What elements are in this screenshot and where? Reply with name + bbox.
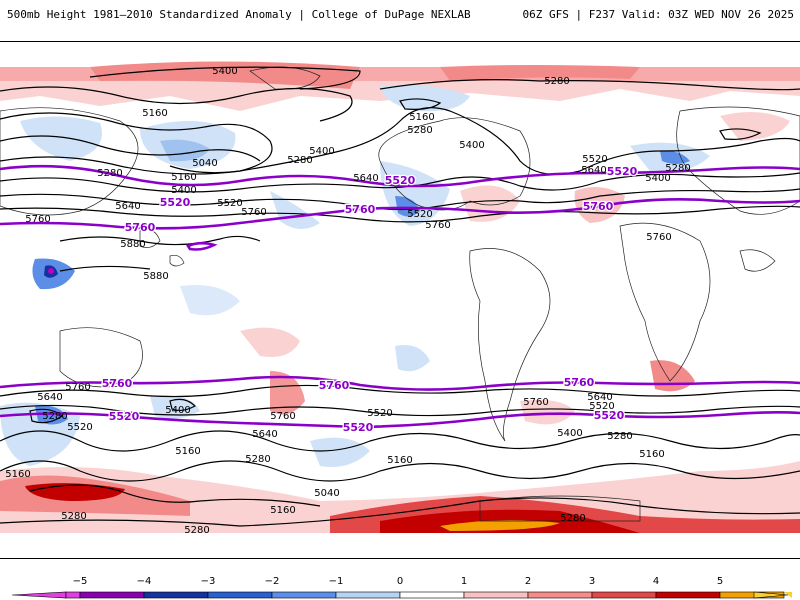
colorbar-swatches xyxy=(11,591,792,599)
contour-label: 5160 xyxy=(409,112,434,123)
colorbar-tick-label: 4 xyxy=(653,576,659,587)
contour-label: 5160 xyxy=(171,172,196,183)
map-title: 500mb Height 1981–2010 Standardized Anom… xyxy=(7,8,471,21)
colorbar-swatch xyxy=(591,591,657,599)
header: 500mb Height 1981–2010 Standardized Anom… xyxy=(0,0,800,40)
contour-label: 5520 xyxy=(589,401,614,412)
contour-label: 5280 xyxy=(607,431,632,442)
contour-label: 5160 xyxy=(142,108,167,119)
contour-label: 5400 xyxy=(459,140,484,151)
contour-label: 5280 xyxy=(665,163,690,174)
contour-label: 5520 xyxy=(367,408,392,419)
contour-label: 5040 xyxy=(192,158,217,169)
contour-label: 5280 xyxy=(287,155,312,166)
colorbar-left-arrow xyxy=(11,591,67,599)
highlight-contour-label: 5520 xyxy=(160,196,191,209)
contour-label: 5280 xyxy=(407,125,432,136)
contour-label: 5400 xyxy=(212,66,237,77)
height-contours xyxy=(0,66,800,527)
colorbar-ticks: −5 −4 −3 −2 −1 0 1 2 3 4 5 xyxy=(73,576,724,587)
contour-label: 5160 xyxy=(175,446,200,457)
colorbar: −5 −4 −3 −2 −1 0 1 2 3 4 5 xyxy=(11,576,792,599)
contour-label: 5880 xyxy=(143,271,168,282)
colorbar-tick-label: 1 xyxy=(461,576,467,587)
colorbar-tick-label: −1 xyxy=(329,576,344,587)
contour-label: 5520 xyxy=(582,154,607,165)
contour-label: 5160 xyxy=(270,505,295,516)
contour-label: 5160 xyxy=(639,449,664,460)
colorbar-swatch xyxy=(143,591,209,599)
contour-label: 5760 xyxy=(270,411,295,422)
highlight-contour-label: 5520 xyxy=(607,165,638,178)
colorbar-tick-label: −5 xyxy=(73,576,88,587)
contour-label: 5400 xyxy=(165,405,190,416)
contour-label: 5160 xyxy=(387,455,412,466)
colorbar-swatch xyxy=(335,591,401,599)
highlight-contour-label: 5520 xyxy=(343,421,374,434)
contour-label: 5760 xyxy=(425,220,450,231)
contour-label: 5400 xyxy=(557,428,582,439)
highlight-contour-label: 5760 xyxy=(125,221,156,234)
highlight-contour-label: 5760 xyxy=(319,379,350,392)
contour-label: 5760 xyxy=(65,382,90,393)
highlight-contour-label: 5760 xyxy=(102,377,133,390)
colorbar-swatch xyxy=(271,591,337,599)
colorbar-tick-label: 3 xyxy=(589,576,595,587)
colorbar-swatch xyxy=(207,591,273,599)
colorbar-tick-label: −3 xyxy=(201,576,216,587)
highlight-contour-label: 5520 xyxy=(385,174,416,187)
contour-label: 5280 xyxy=(560,513,585,524)
colorbar-tick-label: −4 xyxy=(137,576,152,587)
contour-label: 5400 xyxy=(645,173,670,184)
contour-label: 5520 xyxy=(67,422,92,433)
contour-label: 5760 xyxy=(25,214,50,225)
contour-label: 5640 xyxy=(37,392,62,403)
colorbar-swatch xyxy=(527,591,593,599)
contour-label: 5040 xyxy=(314,488,339,499)
coastlines xyxy=(0,66,800,522)
contour-label: 5400 xyxy=(171,185,196,196)
contour-label: 5400 xyxy=(309,146,334,157)
contour-label: 5640 xyxy=(587,392,612,403)
contour-label: 5760 xyxy=(646,232,671,243)
colorbar-tick-label: 0 xyxy=(397,576,403,587)
colorbar-swatch xyxy=(399,591,465,599)
contour-label: 5280 xyxy=(42,411,67,422)
contour-label: 5640 xyxy=(581,165,606,176)
colorbar-swatch xyxy=(655,591,721,599)
highlight-contour-label: 5760 xyxy=(345,203,376,216)
contour-label: 5280 xyxy=(544,76,569,87)
contour-label: 5640 xyxy=(252,429,277,440)
contour-label: 5640 xyxy=(353,173,378,184)
contour-label: 5280 xyxy=(97,168,122,179)
highlight-contour-label: 5760 xyxy=(564,376,595,389)
highlight-contour-label: 5760 xyxy=(583,200,614,213)
colorbar-tick-label: 2 xyxy=(525,576,531,587)
colorbar-swatch xyxy=(463,591,529,599)
contour-label: 5760 xyxy=(241,207,266,218)
contour-label: 5640 xyxy=(115,201,140,212)
highlight-contours xyxy=(0,164,800,429)
colorbar-tick-label: −2 xyxy=(265,576,280,587)
colorbar-right-arrow xyxy=(753,591,789,599)
contour-label: 5280 xyxy=(184,525,209,536)
contour-label: 5280 xyxy=(245,454,270,465)
contour-label: 5520 xyxy=(217,198,242,209)
contour-label: 5280 xyxy=(61,511,86,522)
contour-label: 5520 xyxy=(407,209,432,220)
colorbar-tick-label: 5 xyxy=(717,576,723,587)
colorbar-swatch xyxy=(79,591,145,599)
model-run-info: 06Z GFS | F237 Valid: 03Z WED NOV 26 202… xyxy=(522,8,794,21)
highlight-contour-label: 5520 xyxy=(594,409,625,422)
contour-label: 5760 xyxy=(523,397,548,408)
contour-label: 5160 xyxy=(5,469,30,480)
highlight-contour-label: 5520 xyxy=(109,410,140,423)
contour-label: 5880 xyxy=(120,239,145,250)
